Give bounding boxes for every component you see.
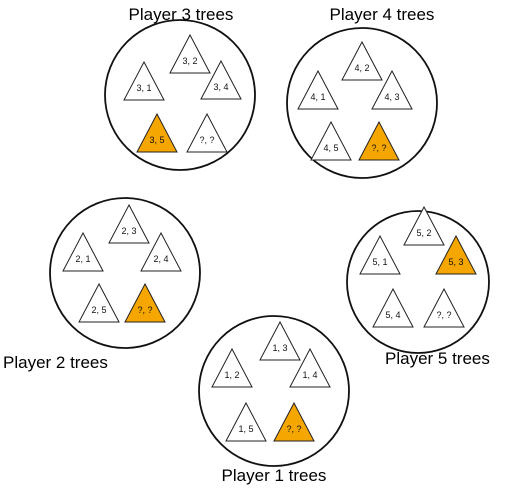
tree-label: 3, 4 <box>213 82 228 92</box>
tree-triangle <box>372 287 414 328</box>
tree-label: 3, 2 <box>182 56 197 66</box>
tree-label: 4, 3 <box>384 92 399 102</box>
tree-label: 5, 3 <box>448 257 463 267</box>
tree-label: 3, 1 <box>136 83 151 93</box>
tree-label: 5, 2 <box>416 228 431 238</box>
tree-triangle <box>289 347 331 388</box>
tree-label: ?, ? <box>371 143 386 153</box>
tree-label: 2, 5 <box>91 305 106 315</box>
tree-label: 4, 1 <box>310 92 325 102</box>
tree-triangle <box>186 112 228 153</box>
tree-label: 1, 3 <box>272 343 287 353</box>
tree-label: 4, 5 <box>323 143 338 153</box>
tree-triangle <box>371 69 413 110</box>
group-title: Player 5 trees <box>385 349 490 368</box>
tree-triangle <box>225 401 267 442</box>
tree-label: 5, 1 <box>372 257 387 267</box>
tree-label: 1, 4 <box>302 370 317 380</box>
tree-label: 4, 2 <box>354 63 369 73</box>
tree-triangle <box>200 59 242 100</box>
tree-triangle <box>423 287 465 328</box>
tree-group: 4, 2 4, 1 4, 3 4, 5 ?, ? Player 4 trees <box>286 5 438 179</box>
tree-triangle-highlighted <box>124 282 166 323</box>
tree-label: ?, ? <box>137 305 152 315</box>
tree-triangle <box>310 120 352 161</box>
tree-triangle <box>211 347 253 388</box>
tree-triangle <box>259 320 301 361</box>
tree-triangle <box>62 231 104 272</box>
group-title: Player 1 trees <box>222 466 327 485</box>
tree-group: 5, 2 5, 1 5, 3 5, 4 ?, ? Player 5 trees <box>346 205 490 368</box>
tree-triangle <box>123 60 165 101</box>
tree-triangle <box>140 231 182 272</box>
tree-label: ?, ? <box>199 135 214 145</box>
tree-label: 5, 4 <box>385 310 400 320</box>
tree-label: 1, 5 <box>238 424 253 434</box>
tree-label: 2, 4 <box>153 254 168 264</box>
tree-group: 1, 3 1, 2 1, 4 1, 5 ?, ? Player 1 trees <box>198 315 350 485</box>
tree-triangle <box>403 205 445 246</box>
tree-label: 2, 3 <box>121 226 136 236</box>
group-title: Player 3 trees <box>129 5 234 24</box>
group-circle <box>104 19 256 171</box>
tree-triangle-highlighted <box>358 120 400 161</box>
tree-triangle-highlighted <box>136 112 178 153</box>
tree-triangle <box>341 40 383 81</box>
tree-group: 3, 2 3, 1 3, 4 3, 5 ?, ? Player 3 trees <box>104 5 256 171</box>
tree-group: 2, 3 2, 1 2, 4 2, 5 ?, ? Player 2 trees <box>3 197 201 372</box>
tree-triangle <box>297 69 339 110</box>
tree-triangle <box>359 234 401 275</box>
tree-label: ?, ? <box>436 310 451 320</box>
tree-triangle <box>169 33 211 74</box>
group-title: Player 2 trees <box>3 353 108 372</box>
tree-triangle-highlighted <box>435 234 477 275</box>
group-title: Player 4 trees <box>330 5 435 24</box>
tree-label: ?, ? <box>286 424 301 434</box>
tree-label: 1, 2 <box>224 370 239 380</box>
tree-label: 3, 5 <box>149 135 164 145</box>
tree-label: 2, 1 <box>75 254 90 264</box>
tree-triangle <box>108 203 150 244</box>
tree-triangle <box>78 282 120 323</box>
tree-triangle-highlighted <box>273 401 315 442</box>
